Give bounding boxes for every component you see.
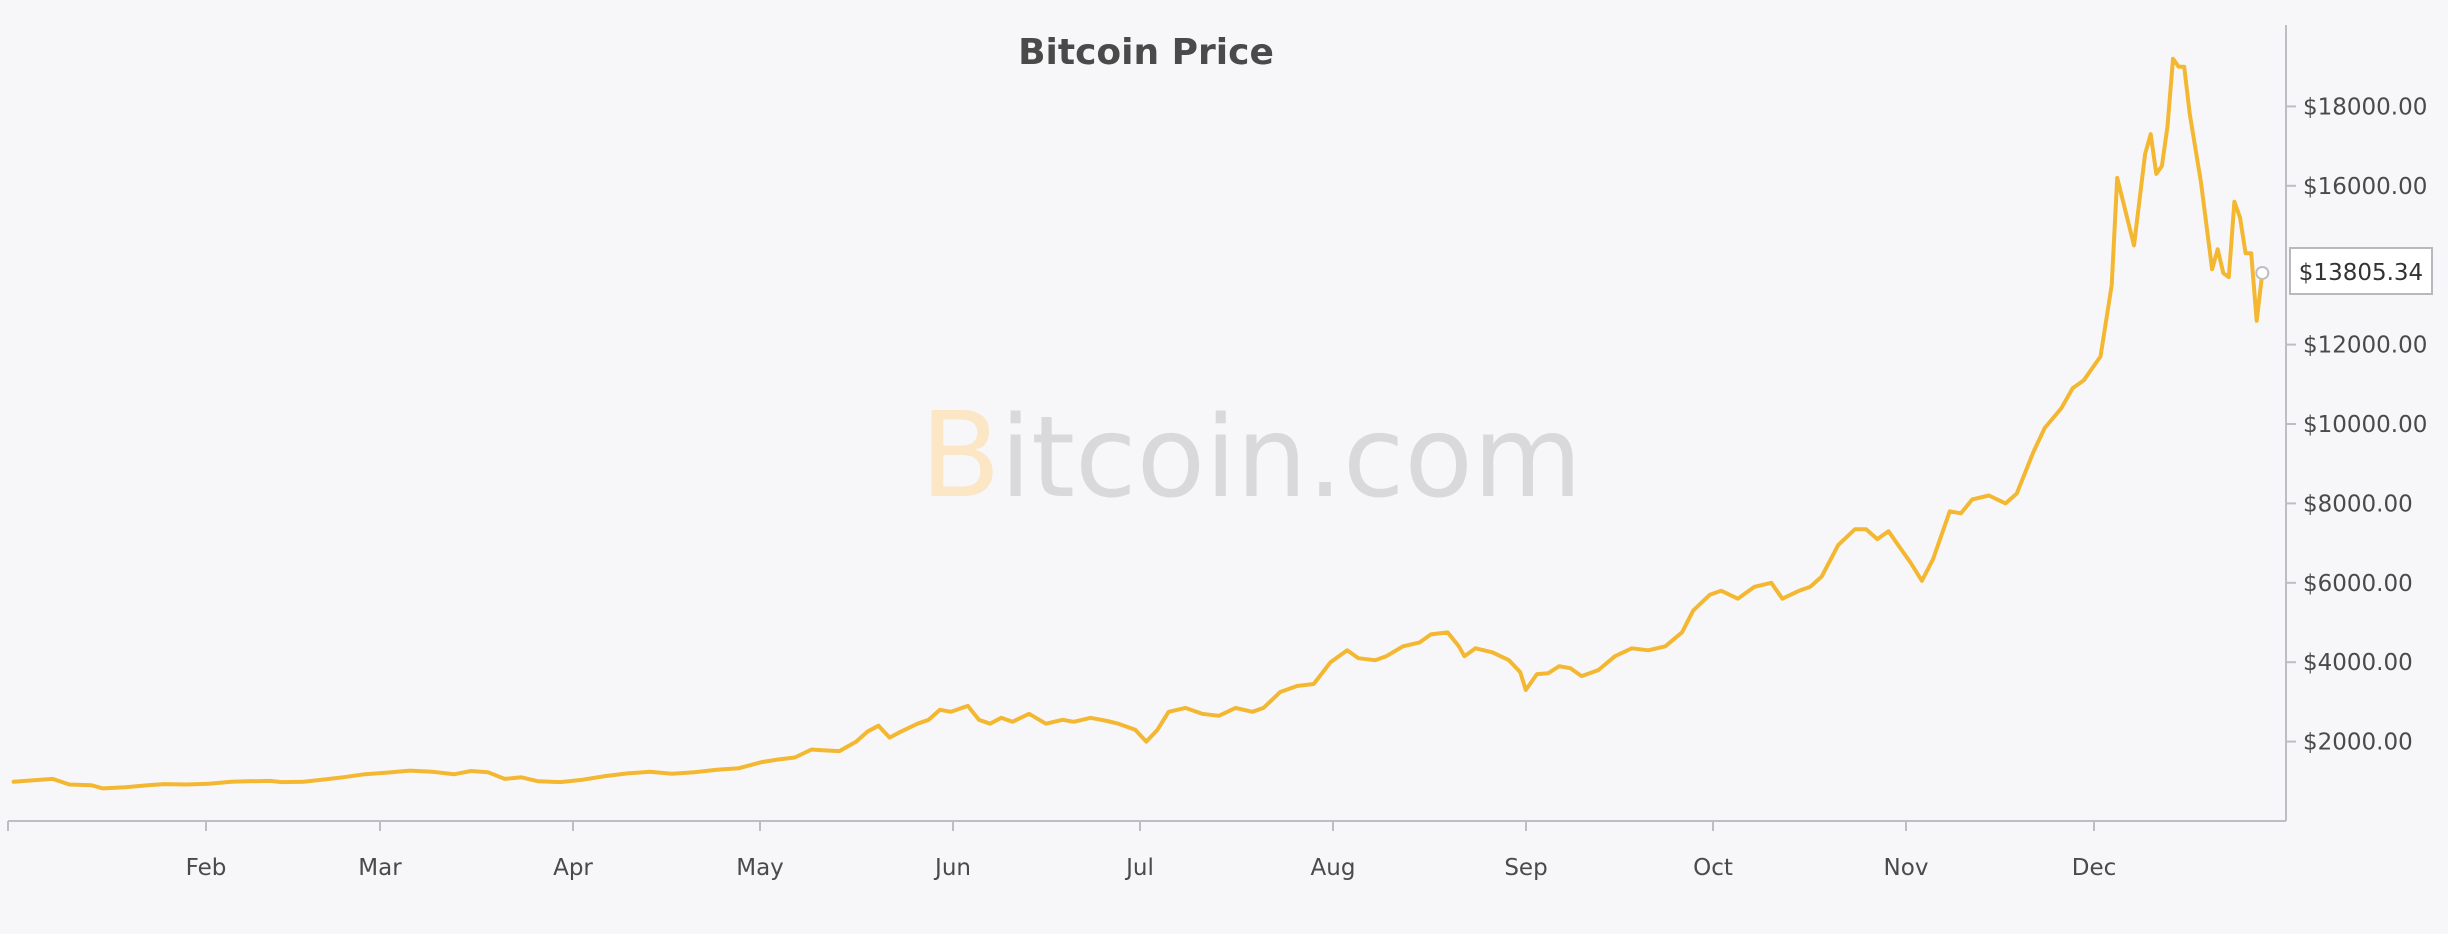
x-tick-label: Apr bbox=[553, 855, 593, 881]
y-tick-label: $10000.00 bbox=[2303, 412, 2427, 438]
x-tick-label: Oct bbox=[1693, 855, 1733, 881]
watermark-text: itcoin.com bbox=[1000, 393, 1582, 523]
y-tick-label: $2000.00 bbox=[2303, 730, 2413, 756]
last-price-tooltip[interactable]: $13805.34 bbox=[2255, 247, 2433, 295]
x-tick-label: Nov bbox=[1884, 855, 1929, 881]
x-tick-label: May bbox=[736, 855, 784, 881]
tooltip-label: $13805.34 bbox=[2299, 260, 2423, 286]
y-tick-label: $6000.00 bbox=[2303, 571, 2413, 597]
tooltip-box bbox=[2289, 247, 2433, 295]
y-ticks: $2000.00 $4000.00 $6000.00 $8000.00 $10000.0… bbox=[2286, 94, 2427, 756]
x-tick-label: Jul bbox=[1124, 855, 1154, 881]
last-price-marker[interactable] bbox=[2255, 265, 2270, 280]
watermark: B itcoin.com bbox=[920, 386, 1582, 524]
y-tick-label: $16000.00 bbox=[2303, 174, 2427, 200]
x-tick-label: Aug bbox=[1311, 855, 1356, 881]
x-tick-label: Dec bbox=[2072, 855, 2117, 881]
x-ticks: Feb Mar Apr May Jun Jul Aug Sep Oct Nov Dec bbox=[7, 821, 2117, 881]
chart-title: Bitcoin Price bbox=[1018, 32, 1274, 73]
x-tick-label: Feb bbox=[186, 855, 227, 881]
y-tick-label: $4000.00 bbox=[2303, 650, 2413, 676]
y-tick-label: $8000.00 bbox=[2303, 491, 2413, 517]
x-tick-label: Mar bbox=[358, 855, 402, 881]
price-series-line bbox=[11, 56, 2265, 791]
x-tick-label: Sep bbox=[1504, 855, 1547, 881]
watermark-logo: B bbox=[920, 386, 1001, 524]
y-tick-label: $18000.00 bbox=[2303, 94, 2427, 120]
x-tick-label: Jun bbox=[933, 855, 971, 881]
y-tick-label: $12000.00 bbox=[2303, 333, 2427, 359]
